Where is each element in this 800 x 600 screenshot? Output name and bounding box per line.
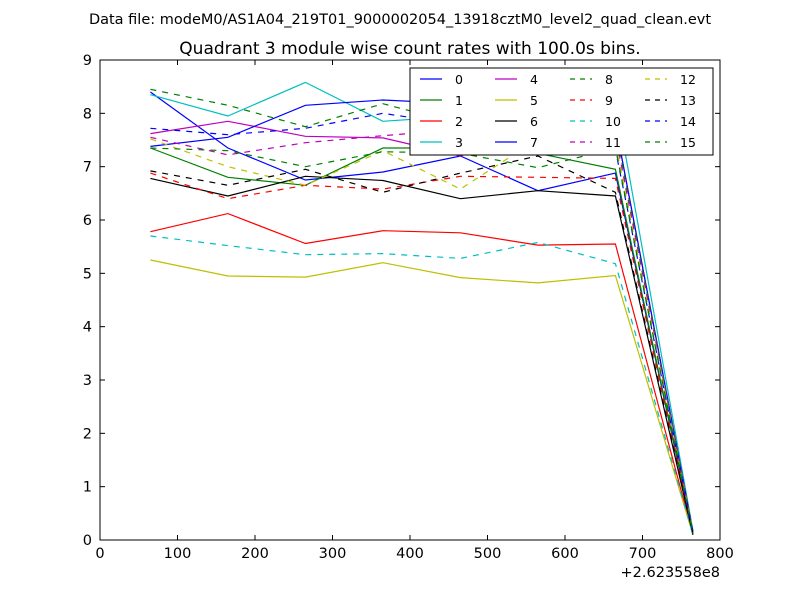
legend-label-11: 11 — [605, 135, 621, 150]
legend-label-14: 14 — [680, 114, 696, 129]
legend-label-9: 9 — [605, 93, 613, 108]
y-tick-label: 5 — [83, 266, 92, 282]
legend-label-12: 12 — [680, 72, 696, 87]
series-line-1 — [150, 148, 693, 532]
legend-label-2: 2 — [455, 114, 463, 129]
series-line-5 — [150, 260, 693, 535]
x-tick-label: 200 — [241, 546, 269, 562]
chart-suptitle: Data file: modeM0/AS1A04_219T01_90000020… — [89, 12, 711, 28]
legend-label-1: 1 — [455, 93, 463, 108]
series-line-14 — [150, 113, 693, 532]
series-line-0 — [150, 92, 693, 532]
x-offset-label: +2.623558e8 — [621, 565, 720, 581]
legend-label-0: 0 — [455, 72, 463, 87]
y-tick-label: 3 — [83, 373, 92, 389]
series-line-11 — [150, 112, 693, 532]
y-tick-label: 6 — [83, 213, 92, 229]
x-tick-label: 0 — [95, 546, 104, 562]
x-tick-label: 300 — [319, 546, 347, 562]
y-tick-label: 9 — [83, 53, 92, 69]
y-tick-label: 8 — [83, 106, 92, 122]
y-tick-label: 7 — [83, 160, 92, 176]
legend-label-4: 4 — [530, 72, 538, 87]
y-tick-label: 0 — [83, 533, 92, 549]
x-tick-label: 600 — [551, 546, 579, 562]
y-tick-label: 4 — [83, 320, 92, 336]
legend-label-5: 5 — [530, 93, 538, 108]
legend-label-13: 13 — [680, 93, 696, 108]
x-tick-label: 700 — [629, 546, 657, 562]
x-tick-label: 400 — [396, 546, 424, 562]
y-tick-label: 2 — [83, 426, 92, 442]
series-line-2 — [150, 214, 693, 535]
x-tick-label: 800 — [706, 546, 734, 562]
x-tick-label: 500 — [474, 546, 502, 562]
series-line-10 — [150, 236, 693, 535]
series-line-15 — [150, 148, 693, 534]
series-line-9 — [150, 173, 693, 533]
legend-label-8: 8 — [605, 72, 613, 87]
chart-title: Quadrant 3 module wise count rates with … — [179, 39, 640, 59]
legend-label-10: 10 — [605, 114, 621, 129]
x-tick-label: 100 — [164, 546, 192, 562]
legend-label-7: 7 — [530, 135, 538, 150]
legend-label-3: 3 — [455, 135, 463, 150]
chart: Data file: modeM0/AS1A04_219T01_90000020… — [0, 0, 800, 600]
legend-label-6: 6 — [530, 114, 538, 129]
legend-label-15: 15 — [680, 135, 696, 150]
series-line-6 — [150, 176, 693, 534]
series-line-13 — [150, 156, 693, 534]
y-tick-label: 1 — [83, 480, 92, 496]
series-line-8 — [150, 89, 693, 532]
